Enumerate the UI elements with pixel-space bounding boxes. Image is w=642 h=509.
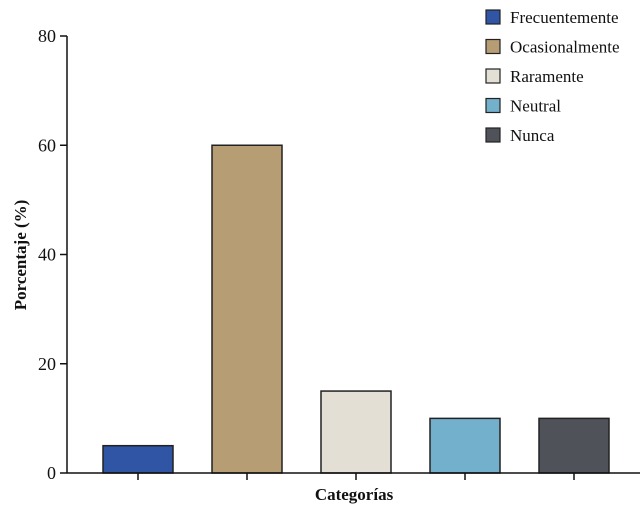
legend-label-frecuentemente: Frecuentemente (510, 8, 619, 27)
bar-nunca (538, 417, 610, 474)
x-axis-title: Categorías (315, 485, 394, 504)
y-tick-label: 20 (38, 354, 56, 374)
x-ticks-group (137, 473, 575, 480)
legend-swatch-nunca (485, 127, 501, 143)
bar-ocasionalmente (211, 144, 283, 474)
legend: Frecuentemente Ocasionalmente Raramente Neu… (485, 8, 620, 145)
y-tick-label: 0 (47, 463, 56, 483)
legend-swatch-ocasionalmente (485, 38, 501, 55)
legend-label-raramente: Raramente (510, 67, 584, 86)
y-tick-label: 60 (38, 135, 56, 155)
legend-label-ocasionalmente: Ocasionalmente (510, 38, 620, 57)
legend-swatch-frecuentemente (485, 9, 501, 25)
bar-frecuentemente (102, 444, 174, 474)
y-tick-label: 80 (38, 26, 56, 46)
legend-swatch-neutral (485, 97, 501, 114)
bar-raramente (320, 390, 392, 474)
y-tick-label: 40 (38, 245, 56, 265)
bars-group (102, 144, 610, 474)
bar-neutral (429, 417, 501, 474)
y-axis-title: Porcentaje (%) (11, 200, 30, 311)
legend-swatch-raramente (485, 68, 501, 84)
y-ticks-group: 0 20 40 60 80 (38, 26, 67, 483)
legend-label-nunca: Nunca (510, 126, 555, 145)
legend-label-neutral: Neutral (510, 97, 561, 116)
